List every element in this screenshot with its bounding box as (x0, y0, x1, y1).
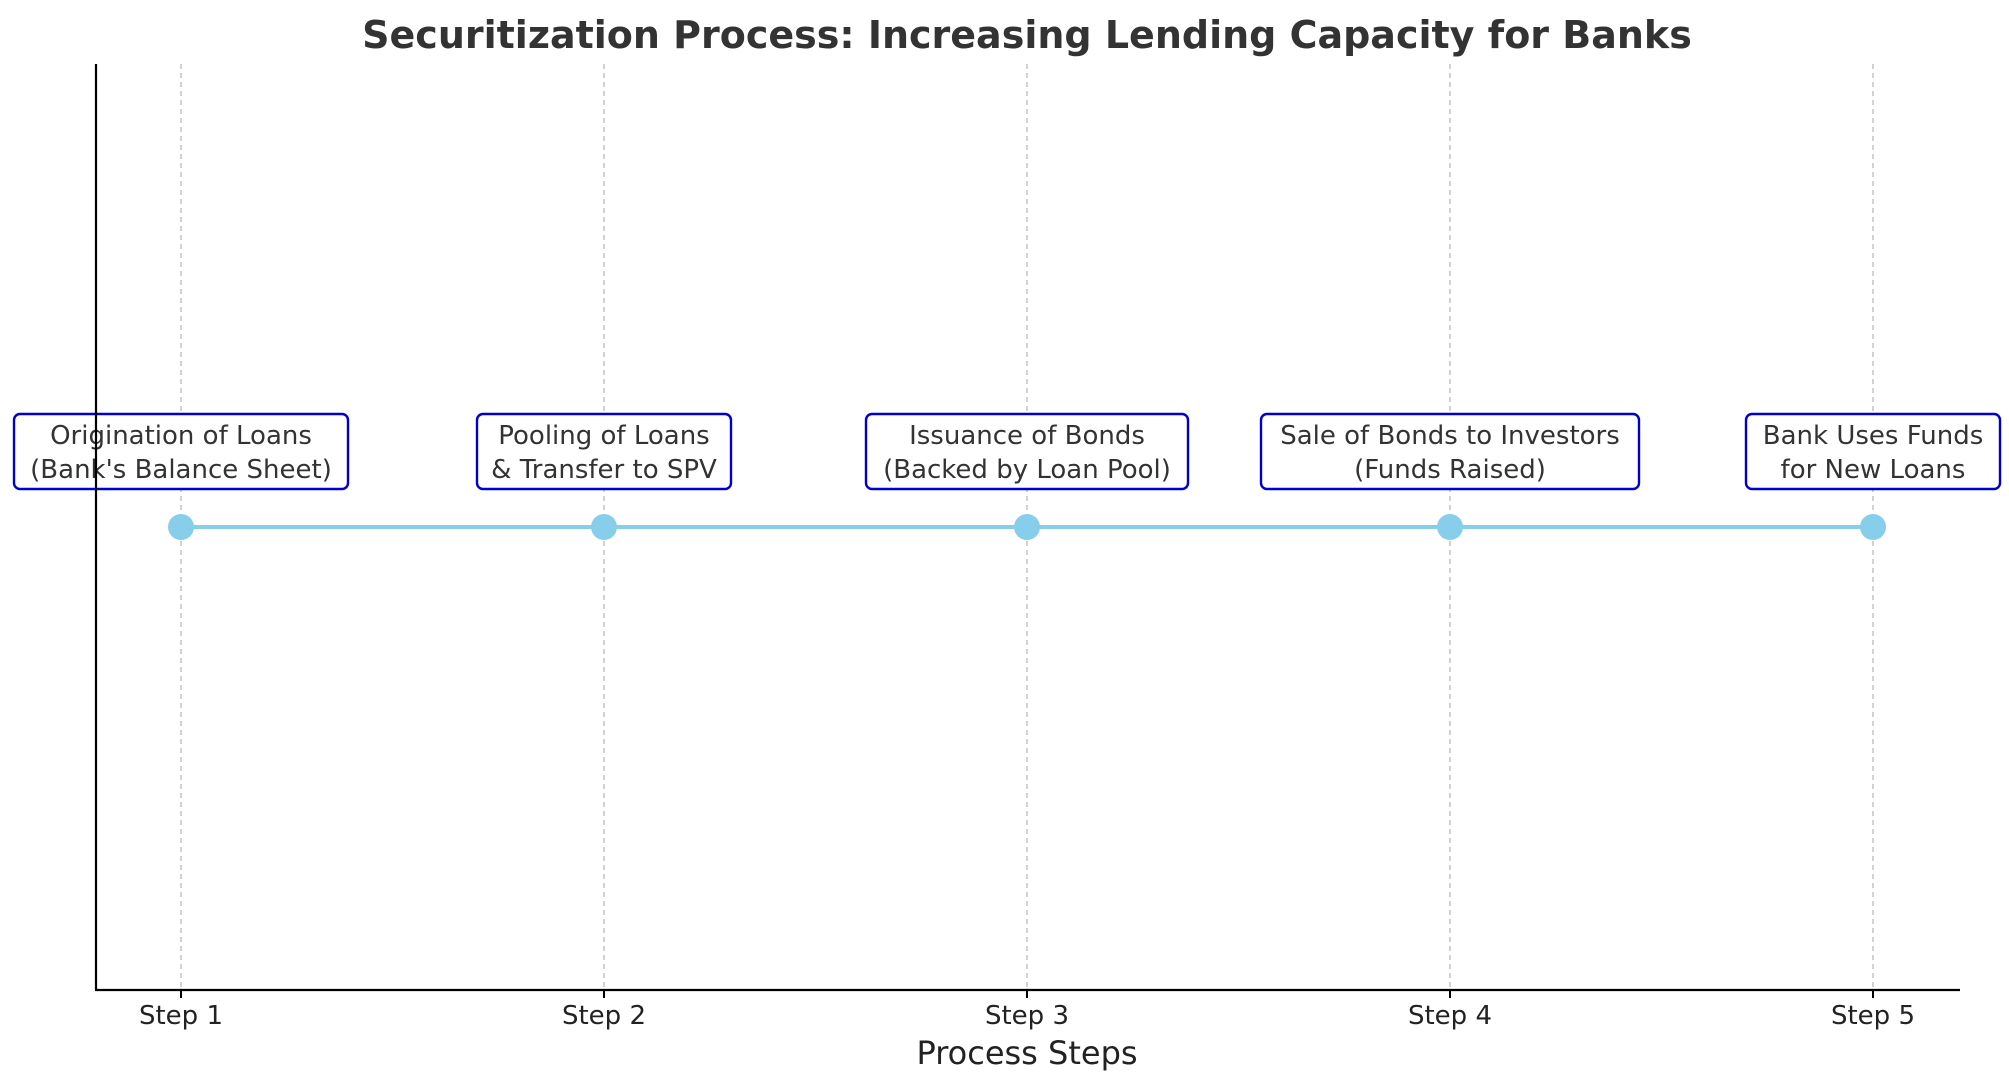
annotation-box (864, 412, 1190, 491)
x-tick-label: Step 5 (1831, 1001, 1915, 1031)
chart-title: Securitization Process: Increasing Lendi… (362, 13, 1692, 57)
annotation-box (475, 412, 733, 491)
data-point-marker (1014, 514, 1040, 540)
annotation-text: Sale of Bonds to Investors (1280, 421, 1620, 451)
annotation-text: for New Loans (1781, 455, 1966, 485)
step-annotation: Pooling of Loans & Transfer to SPV (475, 412, 733, 491)
annotation-layer: Origination of Loans (Bank's Balance Shee… (12, 412, 2002, 491)
annotation-box (1259, 412, 1641, 491)
annotation-text: (Backed by Loan Pool) (883, 455, 1171, 485)
step-annotation: Sale of Bonds to Investors (Funds Raised) (1259, 412, 1641, 491)
series-layer (168, 514, 1886, 540)
annotation-text: (Funds Raised) (1354, 455, 1546, 485)
x-axis-label: Process Steps (916, 1034, 1137, 1072)
x-tick-label: Step 1 (139, 1001, 223, 1031)
annotation-text: Origination of Loans (50, 421, 312, 451)
annotation-text: & Transfer to SPV (491, 455, 717, 485)
data-point-marker (591, 514, 617, 540)
step-annotation: Bank Uses Funds for New Loans (1744, 412, 2002, 491)
x-tick-label: Step 3 (985, 1001, 1069, 1031)
annotation-box (1744, 412, 2002, 491)
step-annotation: Issuance of Bonds (Backed by Loan Pool) (864, 412, 1190, 491)
data-point-marker (168, 514, 194, 540)
data-point-marker (1437, 514, 1463, 540)
annotation-text: Issuance of Bonds (909, 421, 1145, 451)
tick-layer: Step 1 Step 2 Step 3 Step 4 Step 5 (139, 990, 1915, 1031)
x-tick-label: Step 4 (1408, 1001, 1492, 1031)
x-tick-label: Step 2 (562, 1001, 646, 1031)
data-point-marker (1860, 514, 1886, 540)
annotation-text: (Bank's Balance Sheet) (30, 455, 332, 485)
step-annotation: Origination of Loans (Bank's Balance Shee… (12, 412, 350, 491)
annotation-text: Pooling of Loans (498, 421, 709, 451)
annotation-text: Bank Uses Funds (1763, 421, 1984, 451)
annotation-box (12, 412, 350, 491)
